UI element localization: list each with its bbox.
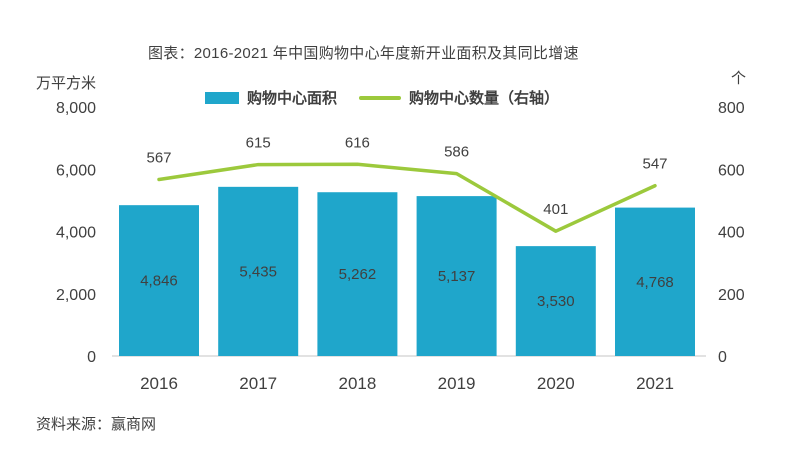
x-axis-label: 2020 xyxy=(537,374,575,393)
line-point-label: 401 xyxy=(543,201,568,218)
bar-value-label: 5,137 xyxy=(438,268,476,285)
legend-label-area: 购物中心面积 xyxy=(246,90,337,107)
line-point-label: 586 xyxy=(444,144,469,161)
bar xyxy=(218,186,299,356)
right-axis-unit-label: 个 xyxy=(731,70,747,87)
line-point-label: 615 xyxy=(246,135,271,152)
bar-value-label: 5,262 xyxy=(339,266,377,283)
bar-value-label: 5,435 xyxy=(239,263,277,280)
legend-label-count: 购物中心数量（右轴） xyxy=(409,90,560,107)
line-point-label: 616 xyxy=(345,134,370,151)
bar-series-swatch-icon xyxy=(204,91,239,104)
right-axis-tick: 200 xyxy=(718,287,745,304)
right-axis-tick: 800 xyxy=(718,100,745,117)
bar xyxy=(119,205,199,356)
left-axis-unit-label: 万平方米 xyxy=(36,75,97,92)
line-point-label: 567 xyxy=(146,150,171,167)
left-axis-tick: 0 xyxy=(87,349,96,366)
right-axis-tick: 600 xyxy=(718,162,745,179)
right-axis-tick: 0 xyxy=(718,349,727,366)
line-point-label: 547 xyxy=(642,156,667,173)
bar xyxy=(416,196,497,356)
bar-value-label: 4,768 xyxy=(636,274,674,291)
bar-value-label: 4,846 xyxy=(140,273,178,290)
bar xyxy=(515,246,596,356)
chart-title: 图表：2016-2021 年中国购物中心年度新开业面积及其同比增速 xyxy=(148,45,579,62)
legend: 购物中心面积 购物中心数量（右轴） xyxy=(0,87,800,108)
right-axis-tick: 400 xyxy=(718,225,745,242)
bar xyxy=(317,192,398,356)
line-series-swatch-icon xyxy=(359,95,401,100)
x-axis-label: 2019 xyxy=(438,374,476,393)
left-axis-tick: 4,000 xyxy=(56,225,96,242)
legend-item-count: 购物中心数量（右轴） xyxy=(359,87,559,108)
source-note: 资料来源：赢商网 xyxy=(36,416,157,433)
x-axis-label: 2016 xyxy=(140,374,178,393)
x-axis-label: 2018 xyxy=(338,374,376,393)
bar xyxy=(615,207,695,356)
x-axis-label: 2021 xyxy=(636,374,674,393)
legend-item-area: 购物中心面积 xyxy=(204,87,337,108)
left-axis-tick: 6,000 xyxy=(56,162,96,179)
line-series xyxy=(157,162,657,233)
x-axis-label: 2017 xyxy=(239,374,277,393)
left-axis-tick: 8,000 xyxy=(56,100,96,117)
left-axis-tick: 2,000 xyxy=(56,287,96,304)
bar-value-label: 3,530 xyxy=(537,293,575,310)
